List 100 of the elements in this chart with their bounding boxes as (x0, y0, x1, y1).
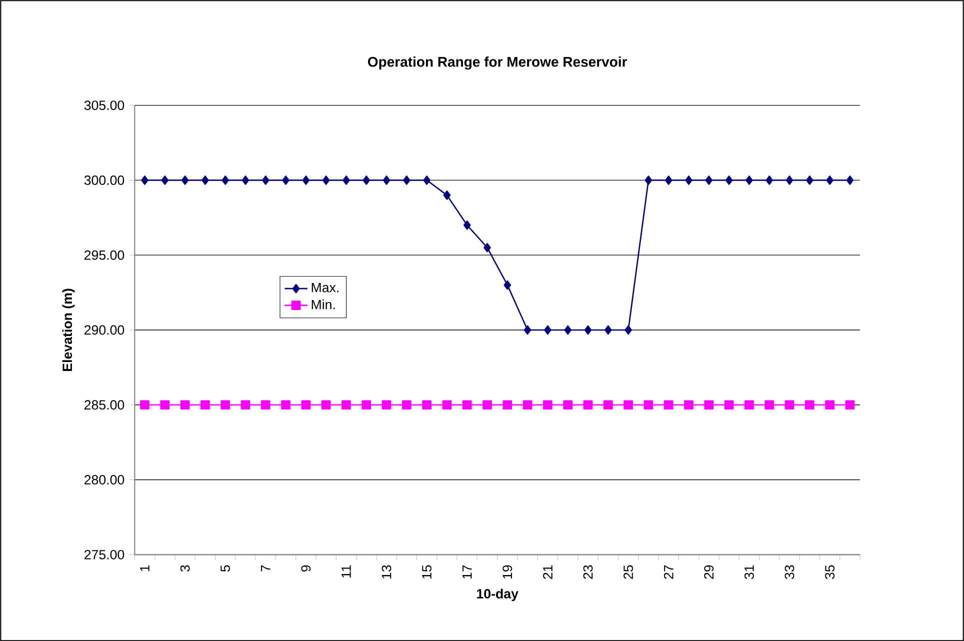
point (140, 400, 150, 410)
y-tick-label: 295.00 (84, 250, 124, 260)
point (220, 400, 230, 410)
point (704, 400, 714, 410)
point (281, 400, 290, 410)
point (482, 400, 492, 410)
point (603, 400, 613, 410)
point (161, 175, 169, 185)
point (504, 280, 512, 290)
point (845, 400, 855, 410)
point (544, 325, 552, 335)
point (624, 325, 632, 335)
point (423, 175, 430, 185)
point (583, 400, 593, 410)
point (664, 400, 674, 410)
x-tick-label: 35 (825, 565, 834, 579)
point (242, 175, 250, 185)
legend-label: Min. (312, 299, 335, 310)
point (200, 400, 210, 410)
x-tick-label: 1 (140, 565, 150, 571)
point (382, 175, 390, 185)
point (804, 400, 814, 410)
point (260, 400, 270, 410)
y-tick-label: 300.00 (84, 175, 124, 185)
point (262, 175, 270, 185)
point (202, 175, 209, 185)
point (141, 175, 148, 185)
point (664, 175, 672, 185)
x-tick-label: 15 (422, 565, 432, 578)
point (806, 175, 814, 185)
point (624, 400, 633, 410)
point (362, 175, 370, 185)
point (180, 400, 190, 410)
legend-label: Max. (312, 282, 338, 292)
point (321, 400, 331, 410)
x-tick-label: 19 (502, 565, 512, 578)
x-tick-label: 31 (744, 565, 754, 579)
point (443, 190, 451, 200)
x-tick-label: 23 (583, 565, 593, 579)
point (463, 220, 471, 230)
x-tick-label: 29 (704, 565, 714, 579)
x-tick-label: 5 (220, 565, 230, 572)
point (442, 400, 452, 410)
point (484, 242, 491, 252)
x-axis-title: 10-day (477, 588, 518, 601)
point (705, 175, 713, 185)
x-tick-label: 27 (664, 565, 674, 579)
y-tick-label: 275.00 (84, 550, 124, 560)
point (222, 175, 230, 185)
x-tick-label: 17 (462, 565, 472, 578)
x-tick-label: 13 (382, 565, 392, 578)
point (302, 175, 310, 185)
point (744, 400, 754, 410)
point (422, 400, 432, 410)
point (746, 175, 753, 185)
point (402, 400, 412, 410)
point (563, 400, 573, 410)
y-tick-label: 305.00 (84, 100, 124, 110)
y-tick-label: 280.00 (84, 474, 124, 484)
point (543, 400, 552, 410)
point (181, 175, 189, 185)
point (524, 325, 532, 335)
point (240, 400, 250, 410)
x-tick-label: 33 (784, 565, 794, 579)
x-tick-label: 3 (180, 565, 190, 572)
point (342, 400, 351, 410)
point (826, 175, 834, 185)
point (462, 400, 472, 410)
point (160, 400, 170, 410)
point (846, 175, 854, 185)
point (644, 400, 654, 410)
y-axis-title: Elevation (m) (62, 288, 75, 371)
point (403, 175, 410, 185)
point (766, 175, 774, 185)
point (684, 400, 694, 410)
point (644, 175, 652, 185)
point (522, 400, 532, 410)
point (342, 175, 350, 185)
chart-title: Operation Range for Merowe Reservoir (368, 56, 628, 70)
x-tick-label: 11 (342, 565, 351, 578)
x-tick-label: 7 (261, 565, 270, 572)
point (282, 175, 290, 185)
y-tick-label: 290.00 (84, 325, 124, 335)
point (584, 325, 592, 335)
point (786, 175, 794, 185)
point (382, 400, 392, 410)
point (604, 325, 612, 335)
x-tick-label: 25 (624, 565, 634, 579)
point (301, 400, 311, 410)
y-tick-label: 285.00 (84, 400, 124, 410)
point (362, 400, 372, 410)
point (725, 175, 733, 185)
point (724, 400, 734, 410)
point (784, 400, 794, 410)
point (825, 400, 834, 410)
point (764, 400, 774, 410)
point (564, 325, 572, 335)
point (685, 175, 692, 185)
point (502, 400, 512, 410)
x-tick-label: 9 (301, 565, 311, 572)
